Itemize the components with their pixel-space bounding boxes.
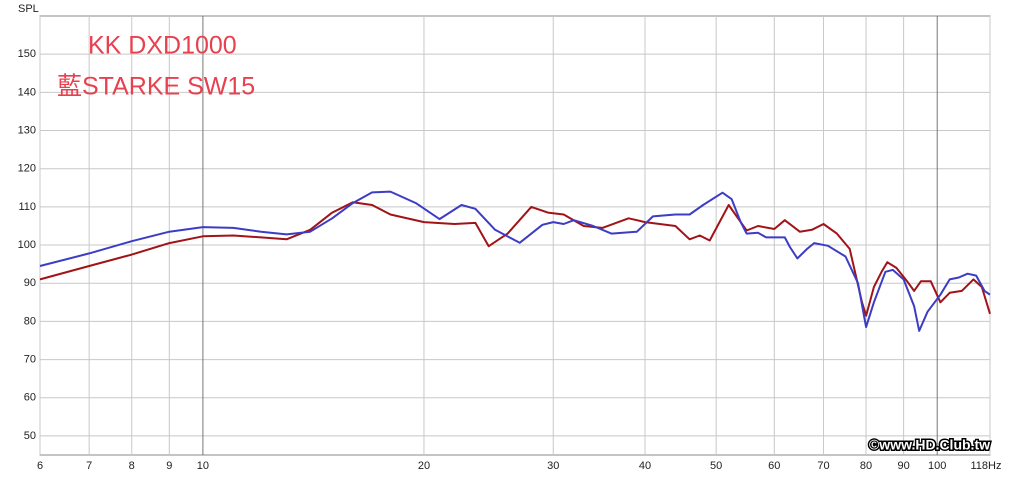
y-tick-label: 80 bbox=[24, 315, 36, 327]
y-tick-label: 90 bbox=[24, 277, 36, 289]
x-tick-label: 30 bbox=[547, 460, 559, 472]
y-tick-label: 120 bbox=[18, 163, 36, 175]
y-tick-label: 50 bbox=[24, 430, 36, 442]
y-tick-label: 60 bbox=[24, 392, 36, 404]
y-tick-label: 130 bbox=[18, 124, 36, 136]
x-tick-label: 70 bbox=[817, 460, 829, 472]
y-tick-label: 110 bbox=[18, 201, 36, 213]
legend-entry: 藍STARKE SW15 bbox=[57, 73, 255, 101]
x-tick-label: 6 bbox=[37, 460, 43, 472]
y-tick-label: 100 bbox=[18, 239, 36, 251]
y-tick-label: 150 bbox=[18, 48, 36, 60]
series-line bbox=[39, 190, 991, 332]
x-tick-label: 7 bbox=[86, 460, 92, 472]
x-tick-label: 10 bbox=[197, 460, 209, 472]
x-tick-label: 100 bbox=[928, 460, 946, 472]
x-tick-label: 8 bbox=[129, 460, 135, 472]
watermark: ©www.HD.Club.tw bbox=[869, 437, 990, 453]
x-tick-label: 90 bbox=[897, 460, 909, 472]
y-tick-label: 70 bbox=[24, 353, 36, 365]
x-tick-label: 20 bbox=[418, 460, 430, 472]
plot-area bbox=[39, 15, 991, 456]
x-tick-label: 60 bbox=[768, 460, 780, 472]
x-tick-label: 40 bbox=[639, 460, 651, 472]
x-tick-label: 50 bbox=[710, 460, 722, 472]
x-tick-label: 9 bbox=[166, 460, 172, 472]
y-tick-label: 140 bbox=[18, 86, 36, 98]
x-tick-label: 80 bbox=[860, 460, 872, 472]
y-axis-label: SPL bbox=[18, 3, 39, 15]
x-tick-label: 118Hz bbox=[971, 460, 1002, 472]
legend-entry: KK DXD1000 bbox=[88, 32, 237, 60]
series-line bbox=[39, 201, 991, 317]
